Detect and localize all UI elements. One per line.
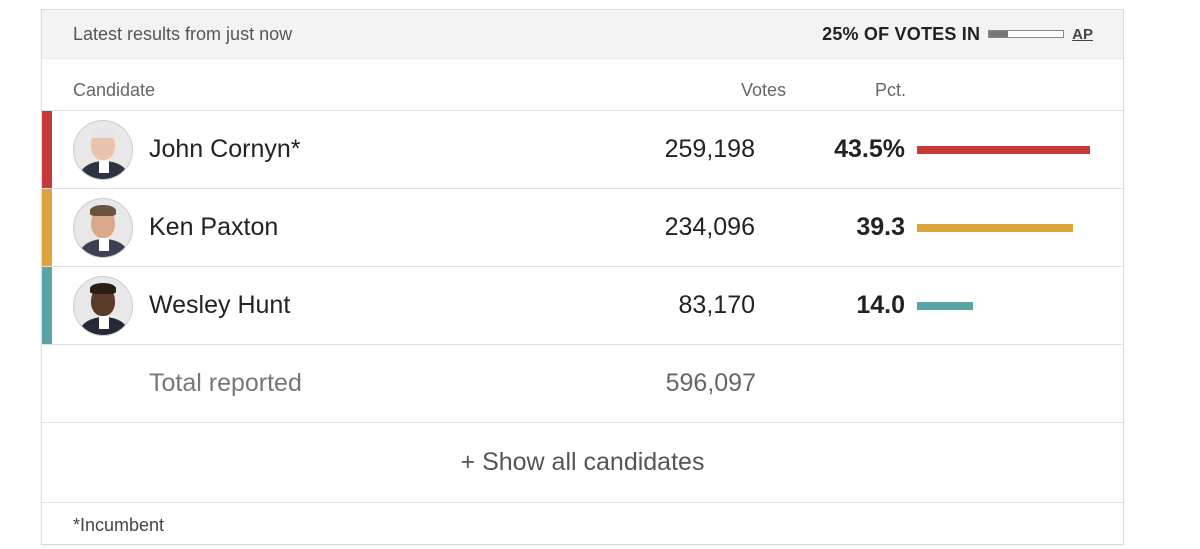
candidate-column-header: Candidate [73, 80, 156, 100]
table-header: Candidate Votes Pct. [42, 59, 1123, 111]
pct-column-header: Pct. [874, 80, 906, 100]
candidate-pct-bar-track [917, 145, 1097, 154]
candidate-pct-bar [917, 301, 973, 310]
candidate-avatar [73, 275, 133, 336]
candidate-pct-bar [917, 145, 1090, 154]
candidate-avatar [73, 197, 133, 258]
candidate-row: John Cornyn* 259,198 43.5% [42, 111, 1123, 189]
votes-in-label: 25% OF VOTES IN [822, 23, 981, 44]
candidate-votes: 83,170 [678, 291, 755, 319]
results-widget: Latest results from just now 25% OF VOTE… [41, 9, 1124, 545]
candidate-votes: 234,096 [664, 213, 755, 241]
candidate-color-bar [42, 189, 52, 266]
total-votes: 596,097 [665, 369, 756, 397]
candidate-pct-bar-track [917, 223, 1097, 232]
candidate-pct-bar-track [917, 301, 1097, 310]
candidate-row: Ken Paxton 234,096 39.3 [42, 189, 1123, 267]
candidate-pct: 43.5% [834, 135, 905, 163]
candidate-name: John Cornyn* [149, 135, 301, 163]
reporting-status: 25% OF VOTES IN AP [822, 24, 1093, 45]
candidate-name: Ken Paxton [149, 213, 279, 241]
total-label: Total reported [149, 369, 302, 397]
votes-in-meter-fill [989, 31, 1008, 37]
candidate-row: Wesley Hunt 83,170 14.0 [42, 267, 1123, 345]
candidate-name: Wesley Hunt [149, 291, 291, 319]
last-updated-text: Latest results from just now [73, 23, 293, 44]
candidate-avatar [73, 119, 133, 180]
source-link[interactable]: AP [1072, 25, 1093, 43]
candidate-color-bar [42, 267, 52, 344]
results-topbar: Latest results from just now 25% OF VOTE… [42, 10, 1123, 59]
candidate-pct: 39.3 [856, 213, 905, 241]
votes-column-header: Votes [740, 80, 786, 100]
candidate-votes: 259,198 [664, 135, 755, 163]
show-all-candidates-button[interactable]: + Show all candidates [42, 423, 1123, 503]
incumbent-footnote: *Incumbent [73, 514, 165, 535]
candidate-pct: 14.0 [856, 291, 905, 319]
candidate-color-bar [42, 111, 52, 188]
candidate-pct-bar [917, 223, 1073, 232]
total-row: Total reported 596,097 [42, 345, 1123, 423]
votes-in-meter [988, 30, 1065, 38]
candidate-rows: John Cornyn* 259,198 43.5% Ken Paxton 23… [42, 111, 1123, 345]
